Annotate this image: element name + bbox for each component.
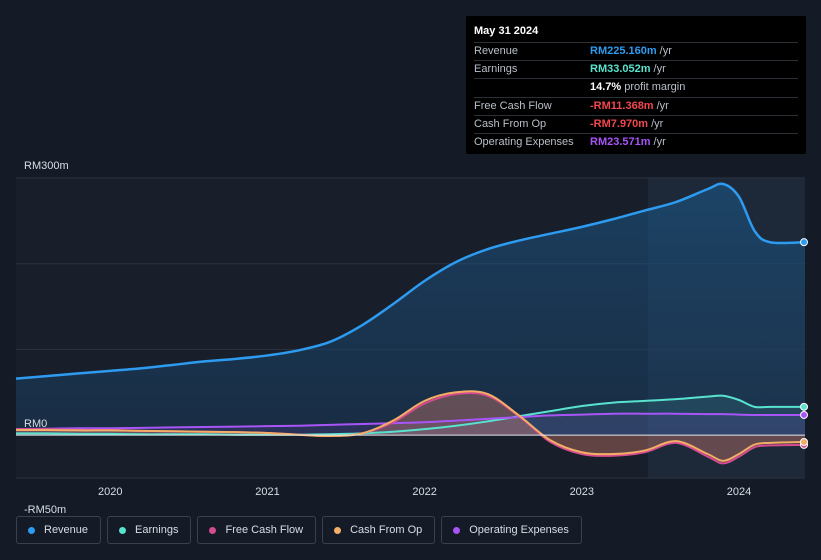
y-tick-label: RM0 xyxy=(24,418,47,430)
tooltip-label: Cash From Op xyxy=(474,117,547,130)
tooltip-value: RM225.160m xyxy=(590,45,657,57)
line-operating-expenses xyxy=(15,412,806,431)
axis-labels: RM300m RM0 -RM50m 2020 2021 2022 2023 2024 xyxy=(24,160,751,516)
area-free-cash-flow xyxy=(16,392,805,464)
line-cash-from-op xyxy=(15,390,806,462)
tooltip-unit: /yr xyxy=(656,99,669,112)
legend-item-cash-from-op[interactable]: Cash From Op xyxy=(322,516,436,544)
tooltip-value: -RM7.970m xyxy=(590,117,649,130)
legend-item-revenue[interactable]: Revenue xyxy=(16,516,102,544)
tooltip-value: 14.7% xyxy=(590,81,622,94)
tooltip-unit: /yr xyxy=(659,45,672,57)
legend-label: Earnings xyxy=(135,524,179,536)
line-earnings xyxy=(15,394,806,436)
tooltip-label: Operating Expenses xyxy=(474,135,574,148)
x-tick-label: 2024 xyxy=(727,486,751,498)
y-tick-label: -RM50m xyxy=(24,504,66,516)
x-tick-label: 2022 xyxy=(412,486,436,498)
tooltip-row-earnings: Earnings RM33.052m /yr xyxy=(474,60,798,78)
tooltip-value: RM23.571m xyxy=(590,135,651,148)
tooltip-unit: /yr xyxy=(651,117,664,130)
legend-label: Operating Expenses xyxy=(469,524,569,536)
tooltip-row-cash-from-op: Cash From Op -RM7.970m /yr xyxy=(474,114,798,133)
tooltip-unit: /yr xyxy=(653,63,666,76)
tooltip-row-profit-margin: 14.7% profit margin xyxy=(474,78,798,96)
legend-label: Cash From Op xyxy=(350,524,423,536)
end-marker-earnings xyxy=(800,402,808,411)
tooltip-row-revenue: Revenue RM225.160m /yr xyxy=(474,42,798,60)
end-marker-revenue xyxy=(800,238,808,247)
data-tooltip: May 31 2024 Revenue RM225.160m /yr Earni… xyxy=(466,16,806,154)
end-marker-operating-expenses xyxy=(800,410,808,419)
tooltip-row-operating-expenses: Operating Expenses RM23.571m /yr xyxy=(474,132,798,151)
tooltip-unit: profit margin xyxy=(624,81,686,94)
tooltip-label xyxy=(474,79,590,96)
legend-item-free-cash-flow[interactable]: Free Cash Flow xyxy=(197,516,317,544)
chart-legend: Revenue Earnings Free Cash Flow Cash Fro… xyxy=(16,516,582,546)
end-markers xyxy=(800,238,808,449)
area-cash-from-op xyxy=(16,391,805,461)
legend-dot-icon xyxy=(119,526,127,534)
y-tick-label: RM300m xyxy=(24,160,69,172)
series-lines xyxy=(15,182,806,465)
area-operating-expenses xyxy=(16,413,805,436)
tooltip-unit: /yr xyxy=(653,135,666,148)
legend-dot-icon xyxy=(453,526,461,534)
legend-label: Free Cash Flow xyxy=(225,524,304,536)
tooltip-value: RM33.052m xyxy=(590,63,651,76)
tooltip-value: -RM11.368m xyxy=(590,99,654,112)
area-revenue xyxy=(16,183,805,436)
tooltip-row-free-cash-flow: Free Cash Flow -RM11.368m /yr xyxy=(474,96,798,115)
legend-item-operating-expenses[interactable]: Operating Expenses xyxy=(441,516,582,544)
legend-dot-icon xyxy=(334,526,342,534)
area-earnings xyxy=(16,395,805,436)
legend-label: Revenue xyxy=(44,524,89,536)
x-tick-label: 2021 xyxy=(255,486,279,498)
legend-dot-icon xyxy=(209,526,217,534)
x-tick-label: 2023 xyxy=(570,486,594,498)
line-revenue xyxy=(15,182,806,380)
tooltip-label: Earnings xyxy=(474,63,518,76)
end-marker-cash-from-op xyxy=(800,437,808,446)
legend-item-earnings[interactable]: Earnings xyxy=(107,516,192,544)
tooltip-label: Revenue xyxy=(474,45,519,57)
tooltip-label: Free Cash Flow xyxy=(474,99,552,112)
legend-dot-icon xyxy=(28,526,35,534)
tooltip-date: May 31 2024 xyxy=(474,25,539,37)
series-areas xyxy=(16,183,805,464)
x-tick-label: 2020 xyxy=(98,486,122,498)
